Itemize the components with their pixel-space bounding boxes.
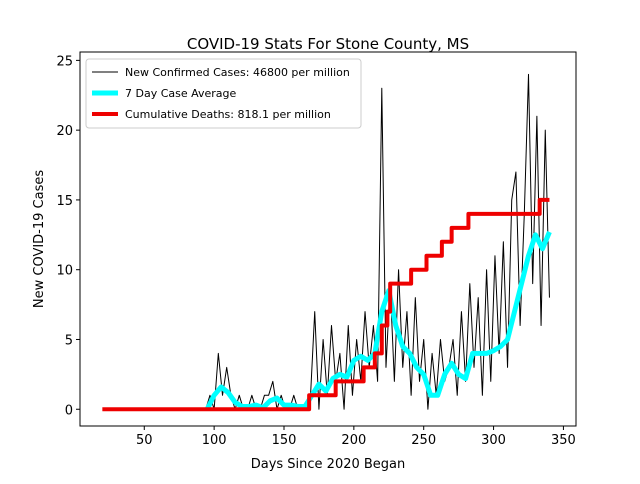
x-tick-label: 350 (551, 433, 576, 448)
x-tick-label: 100 (202, 433, 227, 448)
x-tick-label: 300 (481, 433, 506, 448)
y-tick-label: 20 (56, 124, 73, 139)
series-line (204, 231, 552, 411)
x-tick-label: 150 (272, 433, 297, 448)
y-tick-label: 10 (56, 264, 73, 279)
legend-box (85, 58, 362, 129)
legend-label: New Confirmed Cases: 46800 per million (125, 66, 350, 79)
x-axis-label: Days Since 2020 Began (251, 457, 406, 472)
y-tick-label: 0 (65, 403, 73, 418)
x-tick-label: 250 (411, 433, 436, 448)
chart-title: COVID-19 Stats For Stone County, MS (187, 35, 469, 53)
x-tick-label: 50 (136, 433, 153, 448)
y-tick-label: 25 (56, 54, 73, 69)
series-line (102, 197, 550, 412)
legend-label: 7 Day Case Average (125, 87, 237, 100)
series-line (205, 73, 550, 410)
legend-label: Cumulative Deaths: 818.1 per million (125, 108, 331, 121)
y-tick-label: 5 (65, 333, 73, 348)
x-tick-label: 200 (341, 433, 366, 448)
plot-frame (79, 51, 577, 427)
y-tick-label: 15 (56, 194, 73, 209)
y-axis-label: New COVID-19 Cases (32, 170, 47, 308)
